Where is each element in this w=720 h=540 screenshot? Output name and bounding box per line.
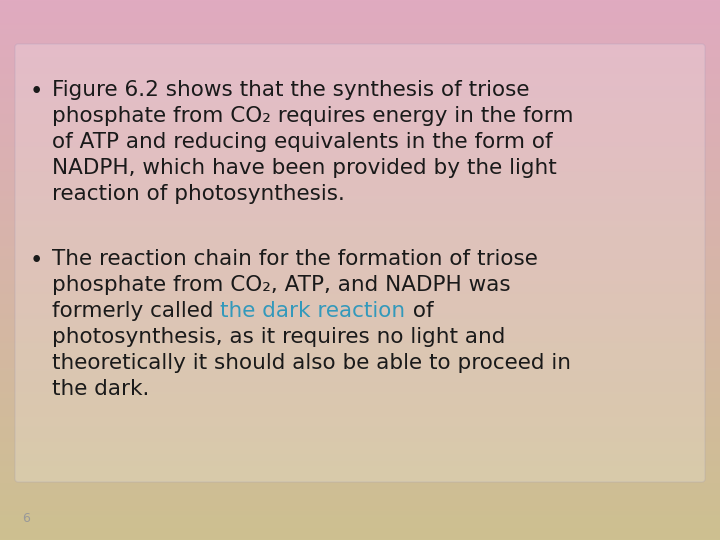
Text: the dark.: the dark.	[52, 379, 149, 399]
Text: Figure 6.2 shows that the synthesis of triose: Figure 6.2 shows that the synthesis of t…	[52, 80, 529, 100]
Text: theoretically it should also be able to proceed in: theoretically it should also be able to …	[52, 353, 571, 373]
Text: reaction of photosynthesis.: reaction of photosynthesis.	[52, 184, 345, 204]
Text: 6: 6	[22, 512, 30, 525]
Text: formerly called: formerly called	[52, 301, 220, 321]
Text: •: •	[30, 80, 43, 103]
Text: •: •	[30, 249, 43, 272]
Text: of ATP and reducing equivalents in the form of: of ATP and reducing equivalents in the f…	[52, 132, 553, 152]
Text: of: of	[405, 301, 433, 321]
FancyBboxPatch shape	[15, 44, 705, 482]
Text: NADPH, which have been provided by the light: NADPH, which have been provided by the l…	[52, 158, 557, 178]
Text: photosynthesis, as it requires no light and: photosynthesis, as it requires no light …	[52, 327, 505, 347]
Text: The reaction chain for the formation of triose: The reaction chain for the formation of …	[52, 249, 538, 269]
Text: phosphate from CO₂, ATP, and NADPH was: phosphate from CO₂, ATP, and NADPH was	[52, 275, 510, 295]
Text: phosphate from CO₂ requires energy in the form: phosphate from CO₂ requires energy in th…	[52, 106, 574, 126]
Text: the dark reaction: the dark reaction	[220, 301, 405, 321]
